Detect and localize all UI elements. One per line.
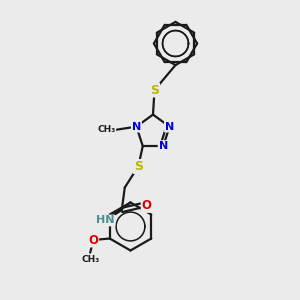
Text: S: S — [134, 160, 143, 173]
Text: O: O — [142, 199, 152, 212]
Text: HN: HN — [96, 215, 115, 226]
Text: N: N — [165, 122, 174, 132]
Text: N: N — [132, 122, 141, 132]
Text: S: S — [150, 83, 159, 97]
Text: O: O — [88, 233, 98, 247]
Text: N: N — [159, 141, 168, 151]
Text: CH₃: CH₃ — [97, 125, 116, 134]
Text: CH₃: CH₃ — [81, 255, 99, 264]
